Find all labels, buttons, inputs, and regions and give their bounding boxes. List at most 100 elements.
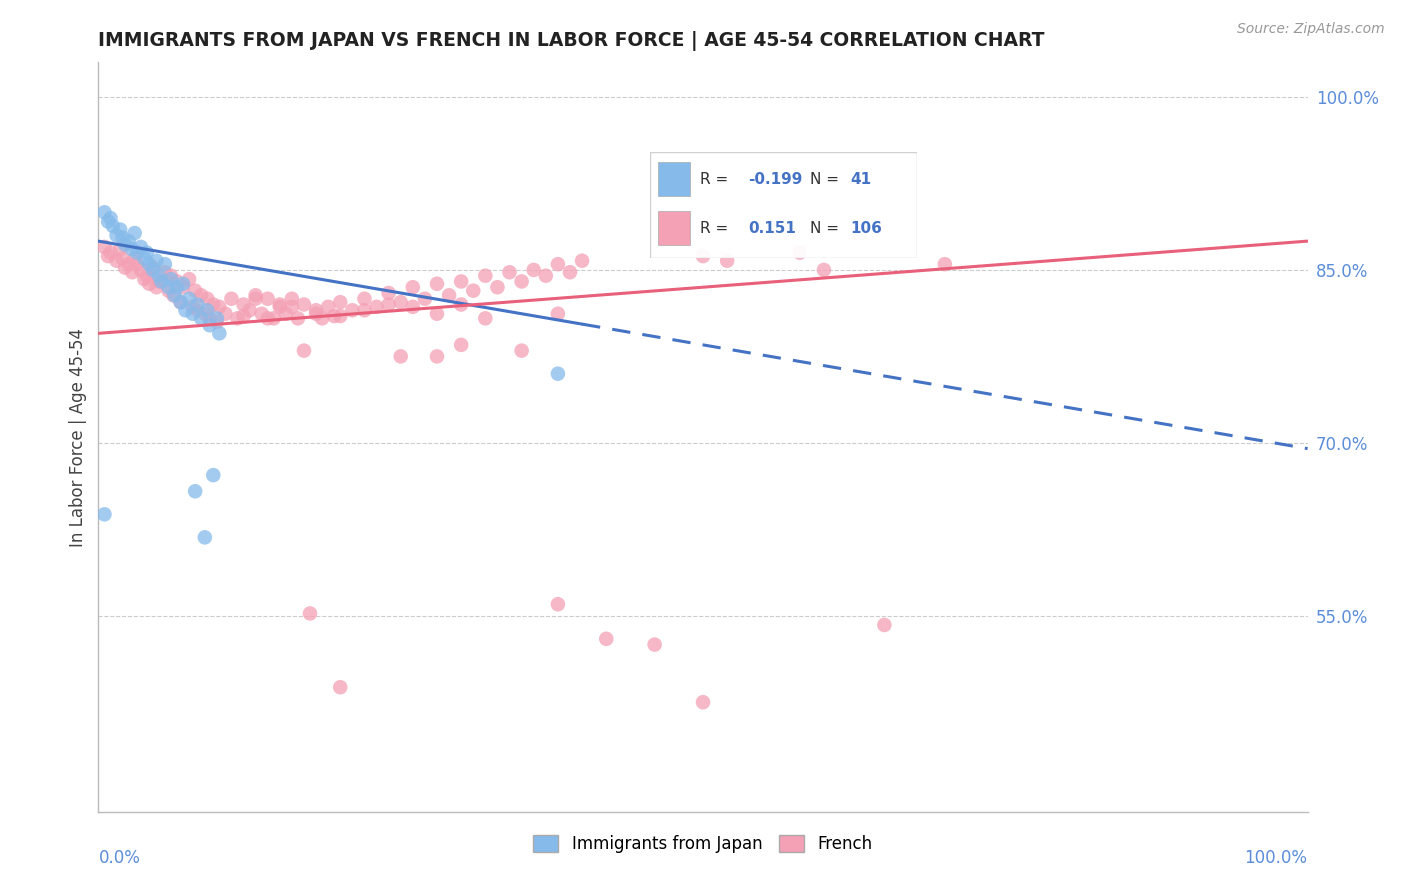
Point: [547, 257, 569, 271]
Point: [100, 245, 122, 260]
Bar: [658, 211, 690, 245]
Point: [138, 257, 160, 271]
Point: [299, 607, 322, 621]
Point: [450, 338, 472, 352]
Point: [114, 260, 136, 275]
Point: [198, 311, 221, 326]
Point: [208, 300, 231, 314]
Point: [202, 297, 225, 311]
Point: [163, 288, 186, 302]
Point: [205, 315, 228, 329]
Text: Source: ZipAtlas.com: Source: ZipAtlas.com: [1237, 22, 1385, 37]
Point: [124, 226, 146, 240]
Point: [205, 311, 228, 326]
Point: [402, 300, 425, 314]
Text: 0.151: 0.151: [748, 221, 796, 235]
Point: [157, 280, 180, 294]
Point: [437, 288, 460, 302]
Point: [305, 303, 328, 318]
Point: [426, 350, 449, 364]
Point: [100, 211, 122, 225]
Text: 0.0%: 0.0%: [98, 849, 141, 867]
Text: N =: N =: [810, 221, 839, 235]
Point: [181, 307, 204, 321]
Point: [198, 318, 221, 333]
Point: [269, 297, 291, 311]
Point: [250, 307, 273, 321]
Point: [316, 300, 339, 314]
Text: 41: 41: [851, 172, 872, 186]
Legend: Immigrants from Japan, French: Immigrants from Japan, French: [527, 828, 879, 860]
Point: [195, 303, 218, 318]
Point: [463, 284, 485, 298]
Point: [274, 307, 297, 321]
Point: [135, 268, 157, 283]
Point: [510, 343, 533, 358]
Point: [93, 240, 115, 254]
Point: [153, 265, 176, 279]
Point: [202, 468, 225, 483]
Point: [153, 257, 176, 271]
Point: [329, 295, 352, 310]
Point: [129, 263, 152, 277]
Point: [148, 268, 170, 283]
Point: [547, 307, 569, 321]
Point: [121, 265, 143, 279]
Point: [486, 280, 509, 294]
Point: [190, 288, 212, 302]
Point: [134, 252, 156, 266]
Point: [179, 272, 201, 286]
Point: [547, 367, 569, 381]
Point: [166, 275, 188, 289]
Point: [187, 297, 209, 311]
Text: R =: R =: [700, 221, 728, 235]
Point: [118, 257, 141, 271]
Point: [138, 277, 160, 291]
Point: [292, 297, 315, 311]
Text: R =: R =: [700, 172, 728, 186]
Text: -0.199: -0.199: [748, 172, 803, 186]
Point: [124, 252, 146, 266]
Point: [97, 249, 120, 263]
Point: [474, 311, 496, 326]
Point: [93, 205, 115, 219]
Point: [118, 234, 141, 248]
Point: [145, 253, 167, 268]
Point: [366, 300, 388, 314]
Point: [692, 695, 714, 709]
Point: [426, 277, 449, 291]
Point: [305, 307, 328, 321]
Point: [245, 288, 267, 302]
Point: [226, 311, 249, 326]
Point: [692, 249, 714, 263]
Point: [111, 252, 134, 266]
Point: [135, 245, 157, 260]
Point: [150, 275, 173, 289]
Text: 100.0%: 100.0%: [1244, 849, 1308, 867]
Point: [169, 295, 191, 310]
Point: [184, 284, 207, 298]
Point: [323, 309, 346, 323]
Point: [194, 307, 217, 321]
Point: [129, 240, 152, 254]
Point: [184, 484, 207, 499]
Point: [558, 265, 581, 279]
Point: [108, 242, 131, 256]
Point: [221, 292, 243, 306]
Point: [179, 292, 201, 306]
Point: [534, 268, 557, 283]
Point: [108, 222, 131, 236]
Point: [873, 618, 896, 632]
Point: [121, 242, 143, 256]
Point: [402, 280, 425, 294]
Point: [547, 597, 569, 611]
Point: [101, 219, 124, 234]
Point: [292, 343, 315, 358]
Point: [127, 257, 149, 271]
Point: [934, 257, 956, 271]
Point: [498, 265, 520, 279]
Point: [172, 280, 194, 294]
Point: [194, 530, 217, 544]
Point: [281, 300, 304, 314]
Point: [245, 292, 267, 306]
